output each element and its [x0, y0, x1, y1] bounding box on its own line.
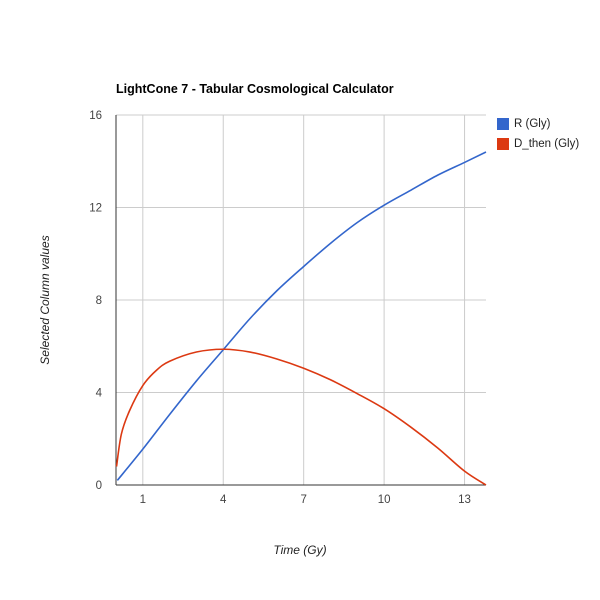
series-layer	[115, 151, 487, 486]
axis-layer	[115, 115, 486, 486]
y-tick-label: 16	[89, 110, 102, 122]
series-line-d-then-gly	[115, 348, 487, 486]
legend-swatch-d-then	[497, 138, 509, 150]
x-tick-label: 13	[458, 494, 471, 506]
chart-title: LightCone 7 - Tabular Cosmological Calcu…	[116, 82, 394, 96]
x-tick-label: 10	[378, 494, 391, 506]
x-tick-label: 1	[140, 494, 146, 506]
y-tick-label: 12	[89, 203, 102, 215]
legend: R (Gly) D_then (Gly)	[497, 114, 579, 154]
legend-swatch-r	[497, 118, 509, 130]
y-tick-label: 0	[96, 480, 102, 492]
y-tick-label: 8	[96, 295, 102, 307]
x-tick-label: 7	[300, 494, 306, 506]
series-line-r-gly	[116, 151, 487, 481]
x-tick-label: 4	[220, 494, 227, 506]
legend-label-d-then: D_then (Gly)	[514, 138, 580, 150]
grid-layer	[116, 114, 486, 485]
y-tick-label: 4	[96, 388, 103, 400]
y-axis-label: Selected Column values	[38, 235, 52, 365]
legend-item-r[interactable]: R (Gly)	[497, 114, 579, 134]
legend-item-d-then[interactable]: D_then (Gly)	[497, 134, 579, 154]
x-axis-label: Time (Gy)	[273, 543, 327, 557]
legend-label-r: R (Gly)	[514, 118, 551, 130]
tick-label-layer: 0 4 8 12 16 1 4 7 10 13	[89, 110, 471, 506]
